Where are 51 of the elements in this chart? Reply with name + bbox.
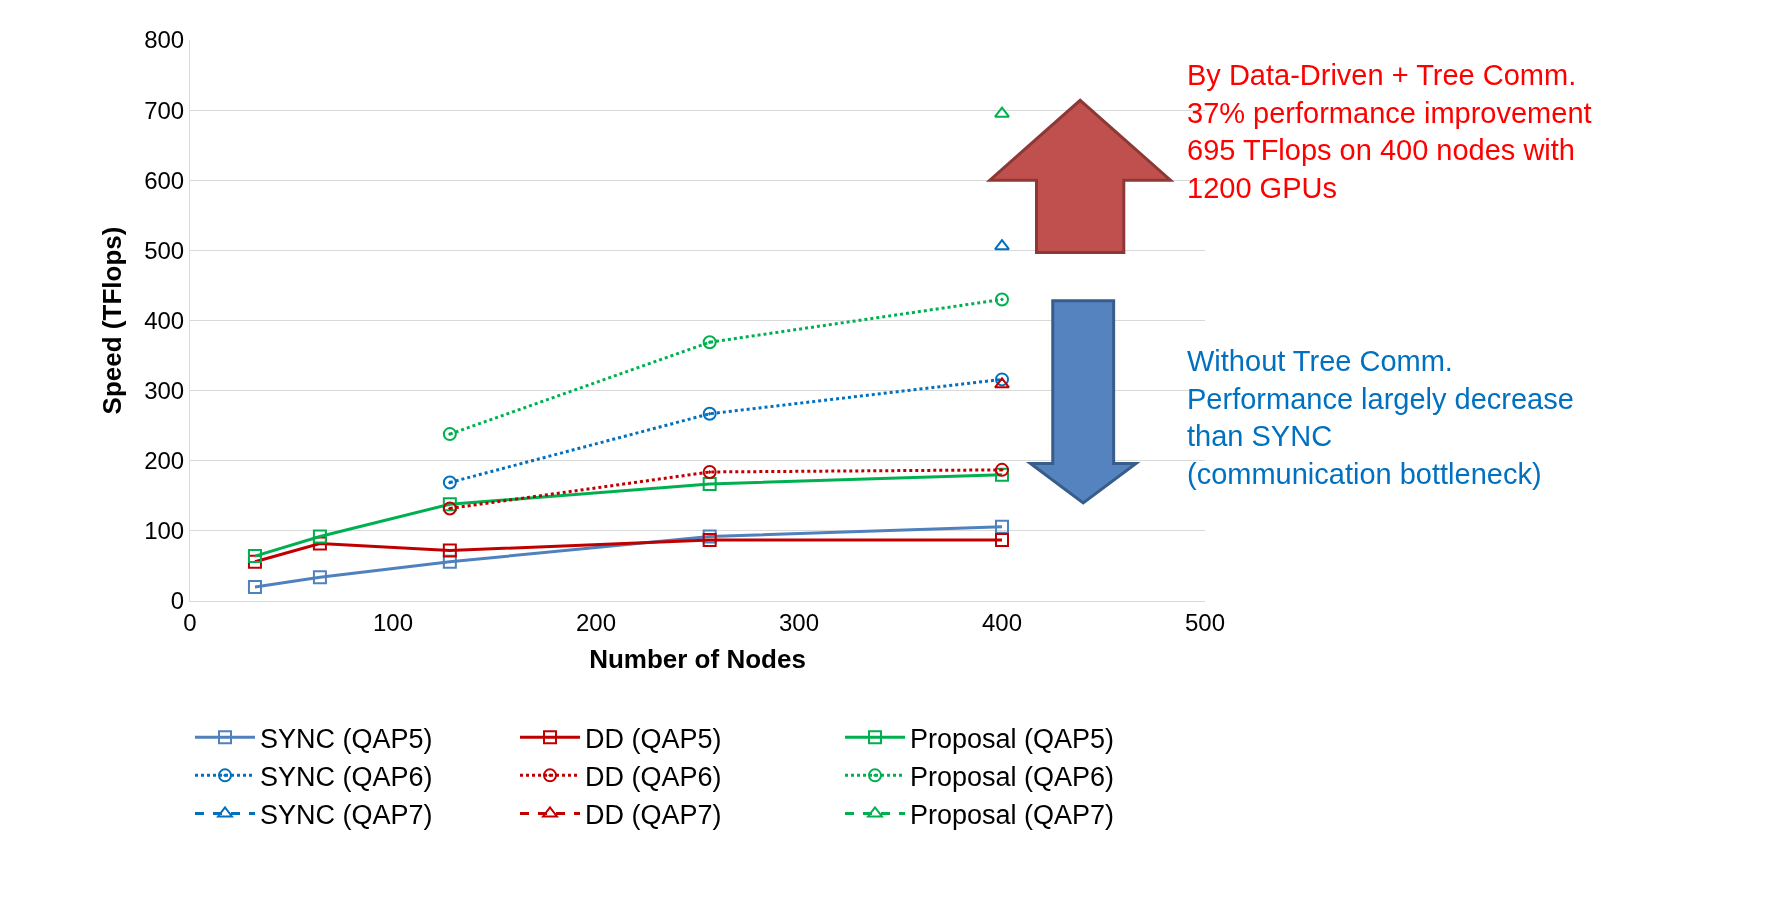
point [995, 467, 1009, 482]
legend-label: SYNC (QAP5) [260, 723, 433, 754]
point [995, 519, 1009, 534]
legend-label: Proposal (QAP7) [910, 799, 1115, 830]
point [995, 292, 1009, 307]
point [995, 462, 1009, 477]
x-tick-label: 100 [372, 608, 414, 636]
point [442, 497, 457, 512]
legend-label: DD (QAP6) [585, 761, 722, 792]
point [702, 406, 717, 421]
legend-label: Proposal (QAP6) [910, 761, 1115, 792]
y-tick-label: 500 [144, 236, 185, 264]
y-tick-label: 300 [144, 377, 185, 405]
legend-label: DD (QAP5) [585, 723, 722, 754]
annotation: By Data-Driven + Tree Comm. 37% performance improvement 695 TFlops on 400 nodes with 1200 GPUs [1187, 59, 1592, 205]
x-tick-label: 500 [1184, 608, 1226, 636]
x-tick-label: 200 [575, 608, 617, 636]
point [312, 536, 327, 551]
point [995, 532, 1009, 547]
y-tick-label: 600 [144, 166, 185, 194]
point [702, 476, 717, 491]
point [442, 543, 457, 558]
y-tick-label: 700 [144, 96, 185, 124]
point [442, 427, 457, 442]
x-tick-label: 400 [981, 608, 1023, 636]
point [442, 554, 457, 569]
legend-label: DD (QAP7) [585, 799, 722, 830]
annotation: Without Tree Comm. Performance largely decrease than SYNC (communication bottleneck) [1187, 345, 1574, 491]
point [312, 570, 327, 585]
point [994, 239, 1010, 251]
x-tick-label: 300 [778, 608, 820, 636]
point [702, 464, 717, 479]
point [702, 335, 717, 350]
y-tick-label: 800 [144, 26, 185, 54]
x-axis-title: Number of Nodes [589, 644, 806, 675]
y-tick-label: 200 [144, 447, 185, 475]
point [994, 106, 1010, 118]
legend-label: Proposal (QAP5) [910, 723, 1115, 754]
point [247, 579, 262, 594]
point [442, 475, 457, 490]
point [442, 501, 457, 516]
y-axis-title: Speed (TFlops) [96, 226, 127, 415]
y-tick-label: 400 [144, 306, 185, 334]
y-tick-label: 100 [144, 517, 185, 545]
point [312, 529, 327, 544]
legend-label: SYNC (QAP6) [260, 761, 433, 792]
legend-label: SYNC (QAP7) [260, 799, 433, 830]
y-tick-label: 0 [170, 587, 185, 615]
point [247, 549, 262, 564]
point [994, 377, 1010, 389]
point [247, 554, 262, 569]
